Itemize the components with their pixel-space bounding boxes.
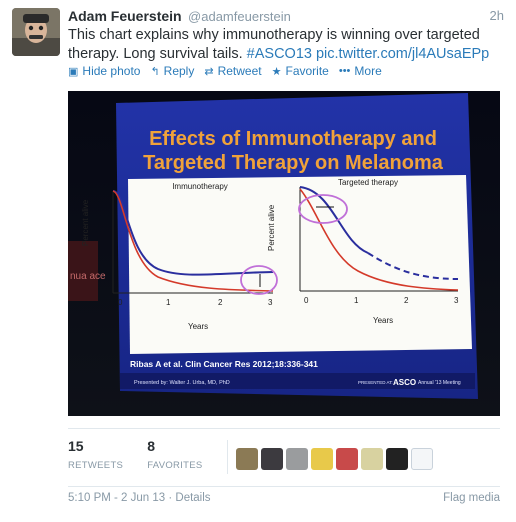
hashtag-link[interactable]: #ASCO13 — [246, 46, 312, 62]
right-tick-1: 1 — [354, 296, 359, 305]
favoriter-avatar[interactable] — [410, 448, 433, 470]
retweets-stat[interactable]: 15 RETWEETS — [68, 438, 123, 478]
right-panel-title: Targeted therapy — [338, 178, 398, 187]
slide-meeting: Annual '13 Meeting — [418, 380, 461, 386]
reply-button[interactable]: ↰ Reply — [150, 64, 194, 78]
tweet-photo[interactable]: nua ace Effects of Immunotherapy and Tar… — [68, 91, 500, 416]
slide-asco: ASCO — [393, 378, 416, 387]
avatar-image — [12, 8, 60, 56]
retweets-label: RETWEETS — [68, 460, 124, 471]
right-ylabel: Percent alive — [267, 204, 276, 251]
slide-presented-by: Presented by: Walter J. Urba, MD, PhD — [134, 380, 230, 386]
photo-link[interactable]: pic.twitter.com/jl4AUsaEPp — [315, 46, 490, 62]
hide-photo-button[interactable]: ▣ Hide photo — [68, 64, 140, 78]
retweet-icon: ⇄ — [204, 65, 214, 78]
author-username[interactable]: @adamfeuerstein — [188, 9, 291, 24]
favoriter-avatar[interactable] — [260, 448, 283, 470]
favorites-count: 8 — [147, 438, 155, 454]
tweet-actions: ▣ Hide photo ↰ Reply ⇄ Retweet ★ Favorit… — [68, 63, 392, 79]
favorites-label: FAVORITES — [147, 460, 203, 471]
favoriter-avatar[interactable] — [385, 448, 408, 470]
slide-title-2: Targeted Therapy on Melanoma — [143, 152, 444, 174]
retweet-label: Retweet — [217, 64, 262, 78]
favorite-button[interactable]: ★ Favorite — [272, 64, 329, 78]
tweet-text: This chart explains why immunotherapy is… — [68, 26, 498, 64]
favorites-stat[interactable]: 8 FAVORITES — [147, 438, 202, 478]
more-label: More — [354, 64, 382, 78]
favorite-label: Favorite — [285, 64, 329, 78]
tweet-timestamp[interactable]: 5:10 PM - 2 Jun 13 · Details — [68, 492, 211, 504]
right-tick-0: 0 — [304, 296, 309, 305]
retweet-button[interactable]: ⇄ Retweet — [204, 64, 261, 78]
photo-icon: ▣ — [68, 65, 79, 78]
left-xlabel: Years — [188, 322, 208, 331]
right-tick-2: 2 — [404, 296, 409, 305]
favoriter-avatars — [235, 440, 433, 478]
more-button[interactable]: ••• More — [339, 64, 382, 78]
tweet-header: Adam Feuerstein @adamfeuerstein 2h — [68, 8, 508, 28]
tweet-stats: 15 RETWEETS 8 FAVORITES — [68, 438, 433, 478]
left-tick-0: 0 — [118, 298, 123, 307]
right-tick-3: 3 — [454, 296, 459, 305]
favoriter-avatar[interactable] — [285, 448, 308, 470]
left-tick-2: 2 — [218, 298, 223, 307]
favoriter-avatar[interactable] — [235, 448, 258, 470]
favoriter-avatar[interactable] — [310, 448, 333, 470]
stats-divider — [226, 440, 228, 474]
left-ylabel: Percent alive — [81, 199, 90, 246]
right-xlabel: Years — [373, 316, 393, 325]
slide-photo: nua ace Effects of Immunotherapy and Tar… — [68, 91, 500, 416]
side-text: nua ace — [70, 271, 106, 282]
slide-presented-at: PRESENTED AT: — [358, 380, 393, 385]
hide-photo-label: Hide photo — [82, 64, 141, 78]
slide-citation: Ribas A et al. Clin Cancer Res 2012;18:3… — [130, 359, 318, 369]
tweet-footer: 5:10 PM - 2 Jun 13 · Details Flag media — [68, 492, 500, 504]
retweets-count: 15 — [68, 438, 84, 454]
left-tick-1: 1 — [166, 298, 171, 307]
tweet-body: This chart explains why immunotherapy is… — [68, 27, 480, 62]
more-icon: ••• — [338, 65, 351, 77]
flag-media-link[interactable]: Flag media — [443, 492, 500, 504]
left-panel-title: Immunotherapy — [172, 182, 228, 191]
slide-title-1: Effects of Immunotherapy and — [149, 128, 437, 150]
author-fullname[interactable]: Adam Feuerstein — [68, 8, 182, 24]
star-icon: ★ — [271, 65, 282, 78]
avatar[interactable] — [12, 8, 60, 56]
tweet-time[interactable]: 2h — [489, 8, 504, 23]
reply-label: Reply — [163, 64, 195, 78]
left-tick-3: 3 — [268, 298, 273, 307]
favoriter-avatar[interactable] — [335, 448, 358, 470]
divider — [68, 428, 500, 429]
favoriter-avatar[interactable] — [360, 448, 383, 470]
reply-icon: ↰ — [150, 65, 160, 78]
divider — [68, 486, 500, 487]
